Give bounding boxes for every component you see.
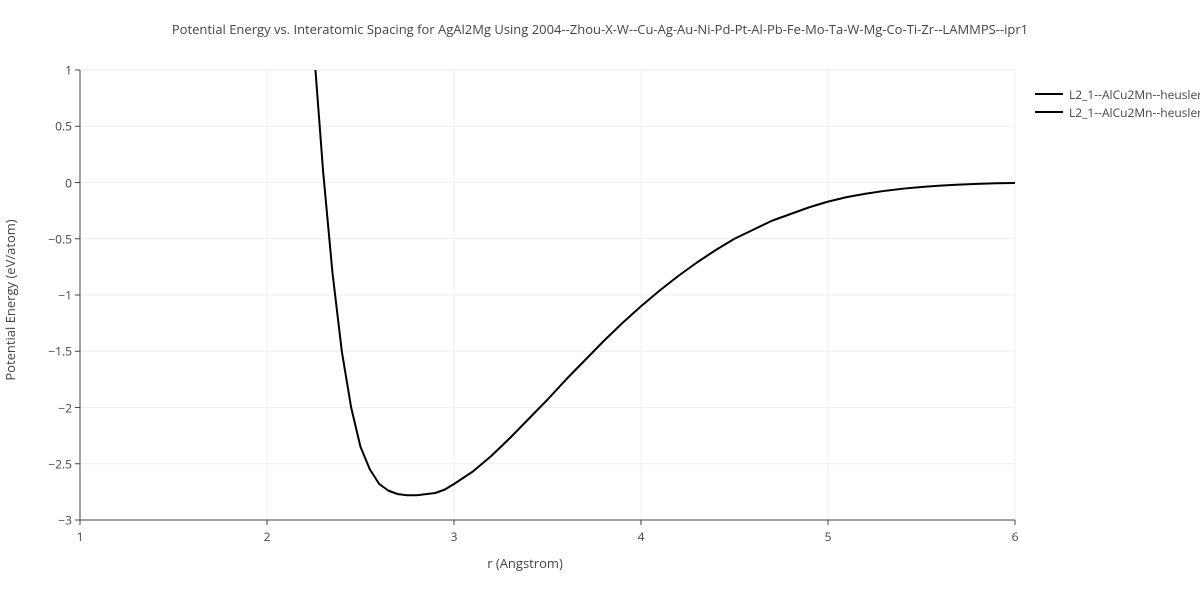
y-tick-label: −3: [42, 512, 72, 529]
chart-title: Potential Energy vs. Interatomic Spacing…: [0, 20, 1200, 38]
x-tick-label: 5: [825, 528, 832, 545]
legend-item[interactable]: L2_1--AlCu2Mn--heusler: [1035, 85, 1200, 103]
legend-swatch: [1035, 93, 1063, 95]
x-axis-label: r (Angstrom): [0, 554, 1050, 572]
chart-container: Potential Energy vs. Interatomic Spacing…: [0, 0, 1200, 600]
y-tick-label: 0: [42, 174, 72, 191]
legend-label: L2_1--AlCu2Mn--heusler: [1069, 104, 1200, 121]
y-tick-label: 1: [42, 62, 72, 79]
x-tick-label: 4: [638, 528, 645, 545]
y-tick-label: −0.5: [42, 230, 72, 247]
plot-area: [80, 70, 1015, 520]
y-tick-label: −1: [42, 287, 72, 304]
legend-item[interactable]: L2_1--AlCu2Mn--heusler: [1035, 103, 1200, 121]
legend-swatch: [1035, 111, 1063, 113]
y-axis-label: Potential Energy (eV/atom): [1, 219, 19, 380]
y-tick-label: −2.5: [42, 455, 72, 472]
y-tick-label: −1.5: [42, 343, 72, 360]
legend: L2_1--AlCu2Mn--heuslerL2_1--AlCu2Mn--heu…: [1035, 85, 1200, 121]
y-tick-label: −2: [42, 399, 72, 416]
legend-label: L2_1--AlCu2Mn--heusler: [1069, 86, 1200, 103]
x-tick-label: 2: [264, 528, 271, 545]
x-tick-label: 3: [451, 528, 458, 545]
x-tick-label: 1: [77, 528, 84, 545]
y-tick-label: 0.5: [42, 118, 72, 135]
x-tick-label: 6: [1012, 528, 1019, 545]
